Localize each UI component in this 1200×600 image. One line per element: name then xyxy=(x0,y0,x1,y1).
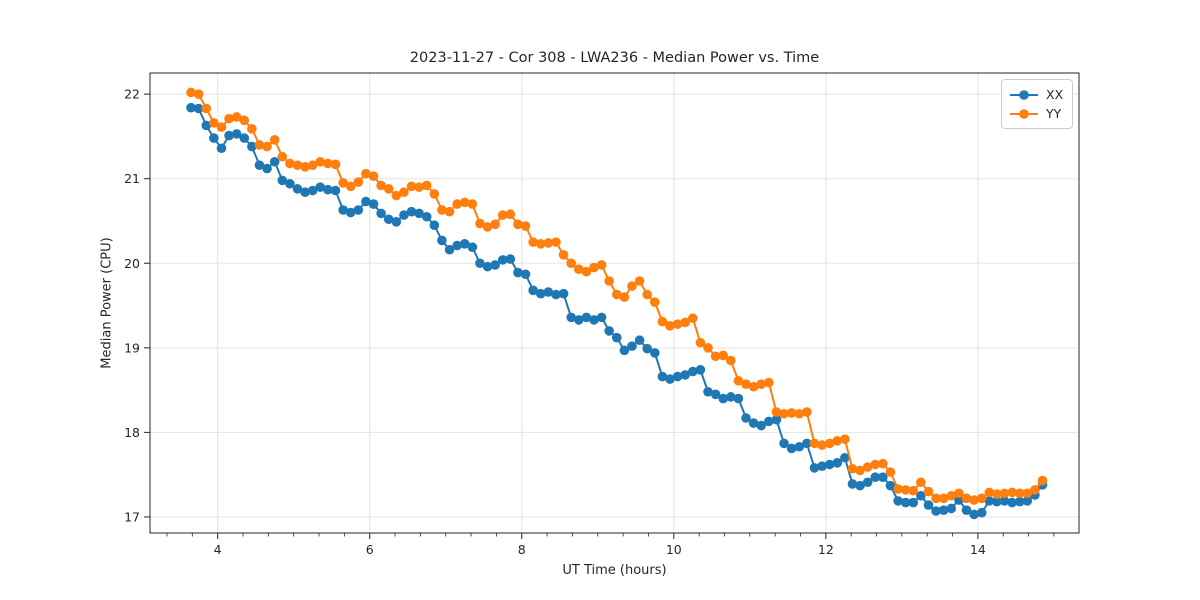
y-tick-label: 18 xyxy=(124,425,140,440)
legend: XX YY xyxy=(1001,79,1073,129)
y-axis-ticks: 17 18 19 20 21 22 xyxy=(124,87,150,524)
gridlines xyxy=(150,73,1079,533)
x-tick-label: 12 xyxy=(818,542,834,557)
legend-item-yy: YY xyxy=(1009,104,1064,123)
y-tick-label: 17 xyxy=(124,509,140,524)
x-axis-label: UT Time (hours) xyxy=(562,563,667,578)
legend-label-yy: YY xyxy=(1046,106,1062,121)
x-tick-label: 4 xyxy=(214,542,222,557)
axes-spines xyxy=(149,72,1080,534)
x-axis-ticks: 4 6 8 10 12 14 xyxy=(214,533,986,557)
x-tick-label: 10 xyxy=(666,542,682,557)
series-xx-line xyxy=(190,106,1044,516)
y-tick-label: 20 xyxy=(124,256,140,271)
series-xx-markers xyxy=(186,102,1048,520)
y-axis-label: Median Power (CPU) xyxy=(99,237,115,369)
x-axis-minor-ticks xyxy=(166,533,1055,537)
y-tick-label: 21 xyxy=(124,171,140,186)
series-yy-markers xyxy=(186,87,1048,505)
x-tick-label: 8 xyxy=(518,542,526,557)
y-tick-label: 19 xyxy=(124,340,140,355)
y-tick-label: 22 xyxy=(124,87,140,102)
legend-marker-yy-icon xyxy=(1010,108,1038,119)
x-tick-label: 6 xyxy=(366,542,374,557)
x-tick-label: 14 xyxy=(970,542,986,557)
legend-marker-xx-icon xyxy=(1010,89,1038,100)
chart-title: 2023-11-27 - Cor 308 - LWA236 - Median P… xyxy=(409,50,820,66)
legend-label-xx: XX xyxy=(1046,87,1064,102)
legend-item-xx: XX xyxy=(1009,85,1064,104)
